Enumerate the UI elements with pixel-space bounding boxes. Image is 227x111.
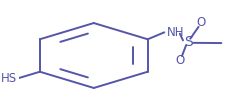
Text: NH: NH	[166, 26, 183, 39]
Text: S: S	[183, 35, 192, 49]
Text: HS: HS	[1, 72, 17, 85]
Text: O: O	[175, 54, 184, 67]
Text: O: O	[195, 16, 204, 29]
